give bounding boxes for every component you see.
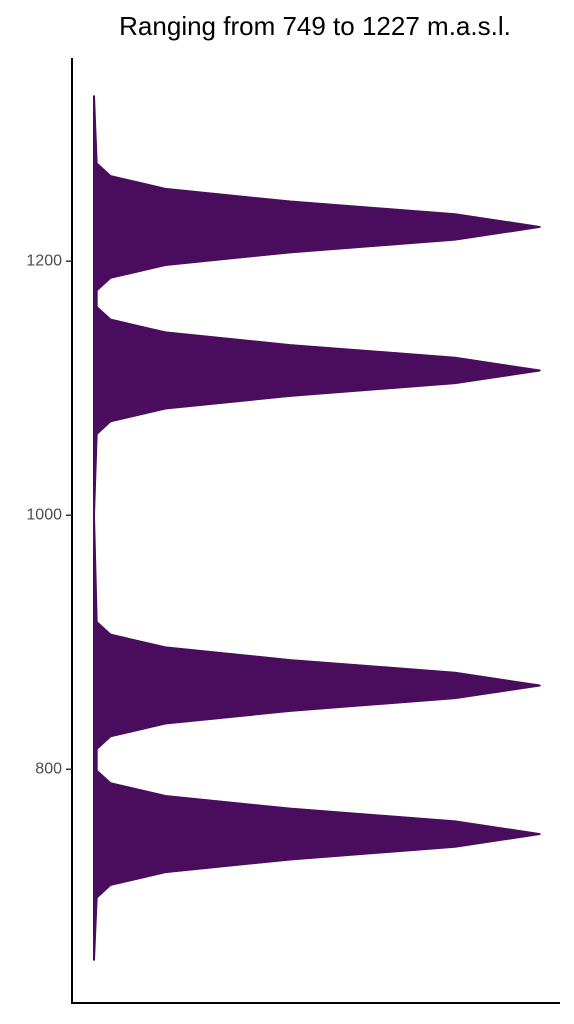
y-tick-label: 800: [35, 761, 62, 778]
y-tick-label: 1200: [26, 252, 62, 269]
density-area: [93, 95, 541, 961]
chart-title: Ranging from 749 to 1227 m.a.s.l.: [119, 11, 511, 41]
y-tick-label: 1000: [26, 506, 62, 523]
